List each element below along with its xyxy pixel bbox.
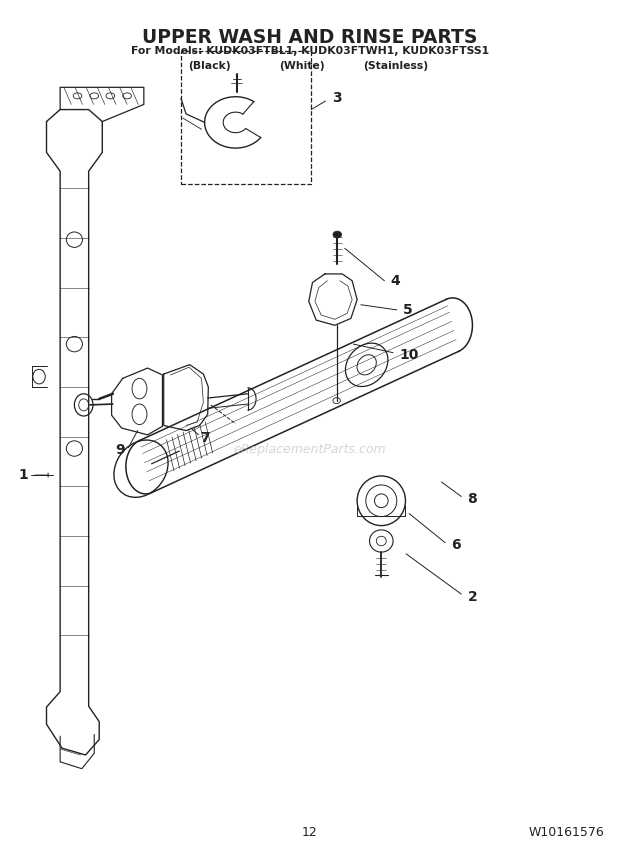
- Text: W10161576: W10161576: [529, 826, 604, 839]
- Ellipse shape: [333, 231, 342, 238]
- Text: 2: 2: [467, 590, 477, 603]
- Text: (Stainless): (Stainless): [363, 61, 428, 71]
- Text: (Black): (Black): [188, 61, 231, 71]
- Text: 7: 7: [200, 431, 210, 445]
- Bar: [181, 51, 311, 184]
- Text: 10: 10: [399, 348, 419, 362]
- Text: 6: 6: [451, 538, 461, 552]
- Text: eReplacementParts.com: eReplacementParts.com: [234, 443, 386, 456]
- Text: For Models: KUDK03FTBL1, KUDK03FTWH1, KUDK03FTSS1: For Models: KUDK03FTBL1, KUDK03FTWH1, KU…: [131, 46, 489, 56]
- Text: (White): (White): [279, 61, 325, 71]
- Text: 4: 4: [391, 274, 401, 288]
- Text: UPPER WASH AND RINSE PARTS: UPPER WASH AND RINSE PARTS: [143, 28, 477, 47]
- Text: 5: 5: [403, 303, 413, 317]
- Text: 8: 8: [467, 492, 477, 506]
- Text: 1: 1: [19, 468, 29, 482]
- Text: 9: 9: [115, 443, 125, 457]
- Text: 3: 3: [332, 92, 342, 105]
- Text: 12: 12: [302, 826, 318, 839]
